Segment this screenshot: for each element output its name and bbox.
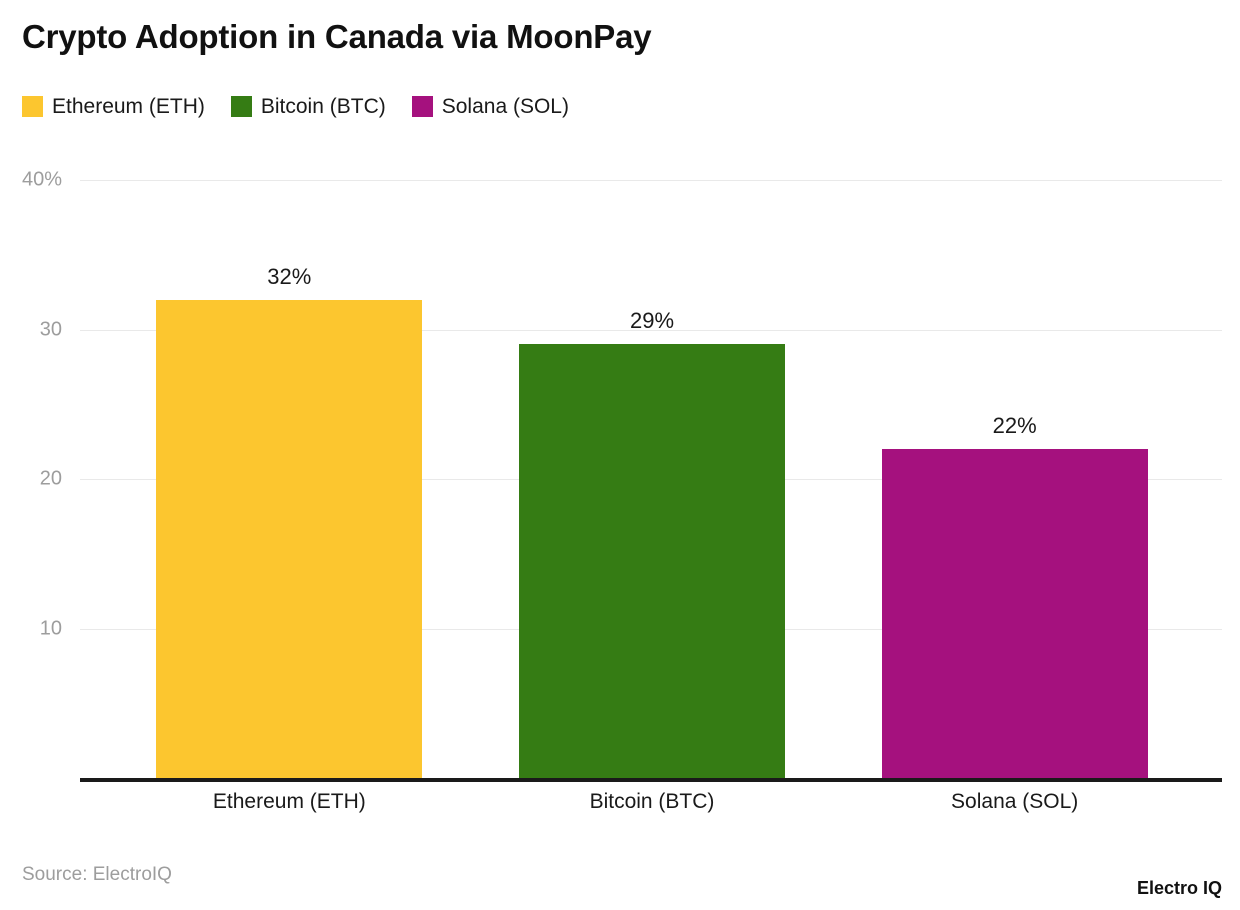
brand-watermark: Electro IQ [1136, 878, 1222, 898]
legend-label-bitcoin: Bitcoin (BTC) [260, 95, 386, 118]
bar-value-label: 32% [267, 263, 312, 289]
legend-swatch-ethereum [22, 96, 43, 117]
gridline-30 [80, 329, 1222, 331]
legend-swatch-bitcoin [230, 96, 252, 117]
bar[interactable] [519, 344, 785, 778]
y-tick-label-10: 10 [39, 617, 62, 639]
bar[interactable] [881, 449, 1148, 778]
source-note: Source: ElectroIQ [22, 864, 172, 885]
legend-swatch-solana [411, 96, 433, 117]
gridline-40 [80, 180, 1222, 181]
y-tick-label-40: 40% [21, 168, 62, 191]
legend-item-bitcoin[interactable]: Bitcoin (BTC) [230, 95, 386, 118]
category-label: Ethereum (ETH) [212, 790, 366, 813]
category-label: Solana (SOL) [951, 790, 1079, 813]
category-label: Bitcoin (BTC) [589, 790, 715, 813]
legend-item-solana[interactable]: Solana (SOL) [411, 95, 569, 118]
y-tick-label-30: 30 [39, 318, 62, 340]
chart-legend: Ethereum (ETH) Bitcoin (BTC) Solana (SOL… [22, 96, 569, 117]
legend-label-solana: Solana (SOL) [441, 95, 569, 118]
legend-item-ethereum[interactable]: Ethereum (ETH) [22, 96, 205, 117]
chart-title: Crypto Adoption in Canada via MoonPay [22, 18, 652, 55]
x-axis-line [80, 778, 1222, 782]
bar-value-label: 29% [629, 308, 675, 334]
bar-value-label: 22% [992, 413, 1037, 439]
y-tick-label-20: 20 [39, 467, 62, 490]
bar[interactable] [156, 299, 423, 778]
legend-label-ethereum: Ethereum (ETH) [52, 95, 205, 118]
